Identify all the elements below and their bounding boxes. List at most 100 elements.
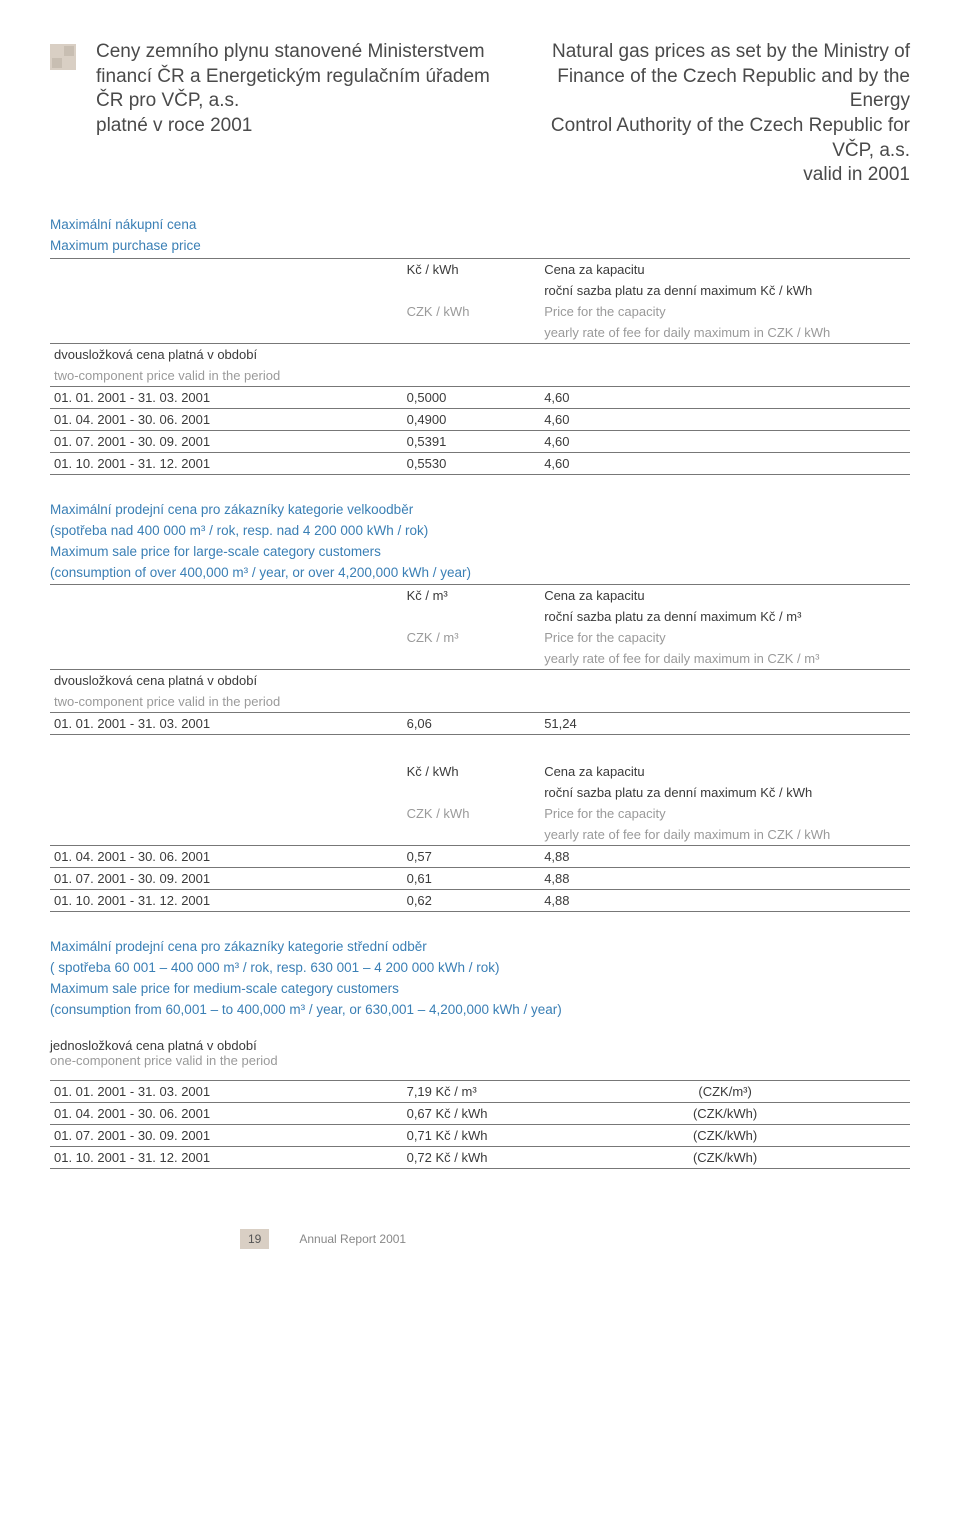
capacity-en-2: yearly rate of fee for daily maximum in …: [540, 824, 910, 846]
section-large-scale: Maximální prodejní cena pro zákazníky ka…: [50, 501, 910, 913]
value: 0,62: [403, 890, 541, 912]
value: 0,72 Kč / kWh: [403, 1147, 541, 1169]
rowhead-en: one-component price valid in the period: [50, 1053, 910, 1068]
rowhead-cz: jednosložková cena platná v období: [50, 1038, 910, 1053]
rowhead-en: two-component price valid in the period: [50, 365, 910, 387]
table-large-m3: Kč / m³Cena za kapacitu roční sazba plat…: [50, 584, 910, 735]
section-title-line: Maximální prodejní cena pro zákazníky ka…: [50, 501, 910, 520]
unit-cz: Kč / m³: [403, 585, 541, 607]
unit-cz: Kč / kWh: [403, 258, 541, 280]
value: 4,60: [540, 452, 910, 474]
table-row: 01. 01. 2001 - 31. 03. 20017,19 Kč / m³(…: [50, 1081, 910, 1103]
value: 6,06: [403, 713, 541, 735]
title-line: Control Authority of the Czech Republic …: [513, 114, 910, 163]
value: 0,57: [403, 846, 541, 868]
section-purchase-price: Maximální nákupní cena Maximum purchase …: [50, 216, 910, 475]
section-title-en: Maximum purchase price: [50, 237, 910, 256]
value: (CZK/kWh): [540, 1103, 910, 1125]
capacity-en: Price for the capacity: [540, 803, 910, 824]
table-row: 01. 07. 2001 - 30. 09. 20010,53914,60: [50, 430, 910, 452]
value: 4,88: [540, 868, 910, 890]
table-medium: 01. 01. 2001 - 31. 03. 20017,19 Kč / m³(…: [50, 1080, 910, 1169]
title-line: Natural gas prices as set by the Ministr…: [513, 40, 910, 65]
title-english: Natural gas prices as set by the Ministr…: [513, 40, 910, 188]
period: 01. 10. 2001 - 31. 12. 2001: [50, 890, 403, 912]
capacity-en-2: yearly rate of fee for daily maximum in …: [540, 648, 910, 670]
table-row: 01. 04. 2001 - 30. 06. 20010,67 Kč / kWh…: [50, 1103, 910, 1125]
value: 0,5391: [403, 430, 541, 452]
page-header: Ceny zemního plynu stanovené Ministerstv…: [50, 40, 910, 188]
title-czech: Ceny zemního plynu stanovené Ministerstv…: [96, 40, 493, 188]
period: 01. 01. 2001 - 31. 03. 2001: [50, 386, 403, 408]
period: 01. 01. 2001 - 31. 03. 2001: [50, 1081, 403, 1103]
section-title-line: (spotřeba nad 400 000 m³ / rok, resp. na…: [50, 522, 910, 541]
period: 01. 10. 2001 - 31. 12. 2001: [50, 452, 403, 474]
unit-cz: Kč / kWh: [403, 761, 541, 782]
capacity-cz-2: roční sazba platu za denní maximum Kč / …: [540, 280, 910, 301]
rowhead-cz: dvousložková cena platná v období: [50, 343, 910, 365]
period: 01. 01. 2001 - 31. 03. 2001: [50, 713, 403, 735]
title-line: Finance of the Czech Republic and by the…: [513, 65, 910, 114]
table-row: 01. 07. 2001 - 30. 09. 20010,71 Kč / kWh…: [50, 1125, 910, 1147]
capacity-cz-2: roční sazba platu za denní maximum Kč / …: [540, 606, 910, 627]
section-title: Maximální nákupní cena: [50, 216, 910, 235]
unit-en: CZK / kWh: [403, 301, 541, 322]
value: 4,60: [540, 430, 910, 452]
rowhead-cz: dvousložková cena platná v období: [50, 670, 910, 692]
period: 01. 04. 2001 - 30. 06. 2001: [50, 846, 403, 868]
section-title-line: Maximum sale price for medium-scale cate…: [50, 980, 910, 999]
title-line: platné v roce 2001: [96, 114, 493, 139]
capacity-cz: Cena za kapacitu: [540, 585, 910, 607]
page-number: 19: [240, 1229, 269, 1249]
value: 0,4900: [403, 408, 541, 430]
section-title-line: (consumption from 60,001 – to 400,000 m³…: [50, 1001, 910, 1020]
period: 01. 07. 2001 - 30. 09. 2001: [50, 868, 403, 890]
value: (CZK/kWh): [540, 1147, 910, 1169]
value: 0,5000: [403, 386, 541, 408]
table-row: 01. 10. 2001 - 31. 12. 20010,55304,60: [50, 452, 910, 474]
capacity-en: Price for the capacity: [540, 301, 910, 322]
table-row: 01. 01. 2001 - 31. 03. 20016,0651,24: [50, 713, 910, 735]
value: 4,88: [540, 846, 910, 868]
footer-text: Annual Report 2001: [299, 1232, 406, 1246]
table-row: 01. 07. 2001 - 30. 09. 20010,614,88: [50, 868, 910, 890]
capacity-en: Price for the capacity: [540, 627, 910, 648]
value: 4,88: [540, 890, 910, 912]
title-line: ČR pro VČP, a.s.: [96, 89, 493, 114]
table-row: 01. 01. 2001 - 31. 03. 20010,50004,60: [50, 386, 910, 408]
rowhead-en: two-component price valid in the period: [50, 691, 910, 713]
unit-en: CZK / kWh: [403, 803, 541, 824]
table-row: 01. 10. 2001 - 31. 12. 20010,624,88: [50, 890, 910, 912]
value: 0,61: [403, 868, 541, 890]
table-row: 01. 04. 2001 - 30. 06. 20010,574,88: [50, 846, 910, 868]
period: 01. 04. 2001 - 30. 06. 2001: [50, 408, 403, 430]
value: 0,5530: [403, 452, 541, 474]
unit-en: CZK / m³: [403, 627, 541, 648]
period: 01. 10. 2001 - 31. 12. 2001: [50, 1147, 403, 1169]
value: 0,71 Kč / kWh: [403, 1125, 541, 1147]
value: (CZK/kWh): [540, 1125, 910, 1147]
section-title-line: ( spotřeba 60 001 – 400 000 m³ / rok, re…: [50, 959, 910, 978]
title-line: Ceny zemního plynu stanovené Ministerstv…: [96, 40, 493, 65]
capacity-en-2: yearly rate of fee for daily maximum in …: [540, 322, 910, 344]
section-title-line: (consumption of over 400,000 m³ / year, …: [50, 564, 910, 583]
title-line: financí ČR a Energetickým regulačním úřa…: [96, 65, 493, 90]
period: 01. 07. 2001 - 30. 09. 2001: [50, 1125, 403, 1147]
value: 4,60: [540, 386, 910, 408]
section-medium-scale: Maximální prodejní cena pro zákazníky ka…: [50, 938, 910, 1169]
table-row: 01. 04. 2001 - 30. 06. 20010,49004,60: [50, 408, 910, 430]
section-title-line: Maximální prodejní cena pro zákazníky ka…: [50, 938, 910, 957]
value: 4,60: [540, 408, 910, 430]
capacity-cz-2: roční sazba platu za denní maximum Kč / …: [540, 782, 910, 803]
value: 0,67 Kč / kWh: [403, 1103, 541, 1125]
logo-icon: [50, 44, 76, 70]
value: (CZK/m³): [540, 1081, 910, 1103]
period: 01. 07. 2001 - 30. 09. 2001: [50, 430, 403, 452]
table-large-kwh: Kč / kWhCena za kapacitu roční sazba pla…: [50, 761, 910, 912]
title-line: valid in 2001: [513, 163, 910, 188]
value: 7,19 Kč / m³: [403, 1081, 541, 1103]
table-purchase: Kč / kWhCena za kapacitu roční sazba pla…: [50, 258, 910, 475]
section-title-line: Maximum sale price for large-scale categ…: [50, 543, 910, 562]
capacity-cz: Cena za kapacitu: [540, 761, 910, 782]
table-row: 01. 10. 2001 - 31. 12. 20010,72 Kč / kWh…: [50, 1147, 910, 1169]
